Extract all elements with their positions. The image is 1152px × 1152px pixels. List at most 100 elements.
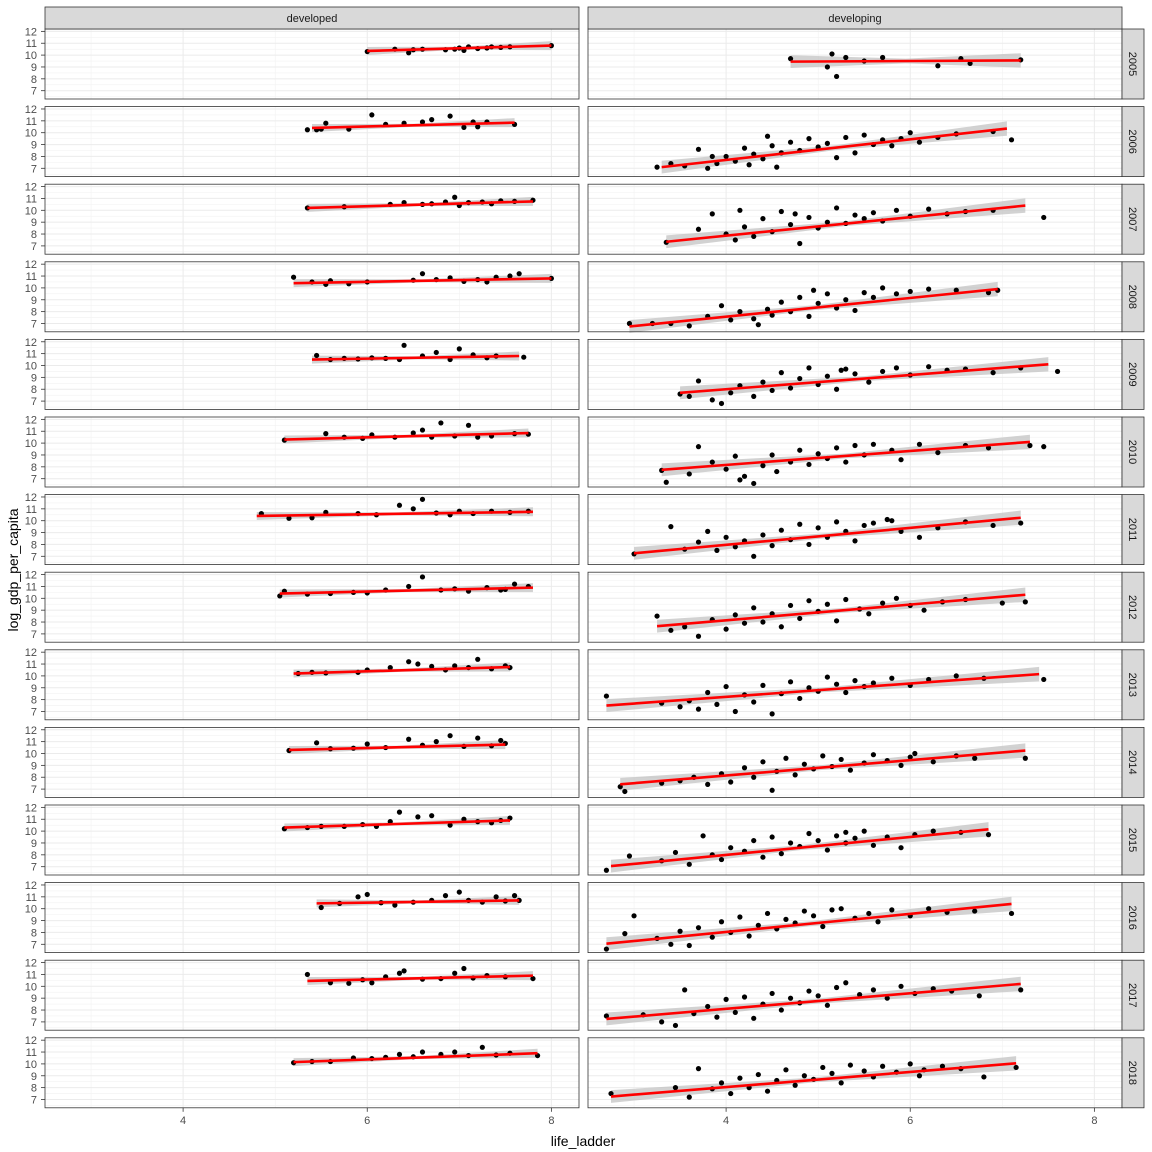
data-point [1008, 910, 1015, 917]
data-point [774, 468, 780, 475]
data-point [870, 210, 877, 216]
panel-developing-2015 [587, 804, 1123, 876]
panel-developed-2007 [44, 183, 580, 255]
data-point [972, 755, 978, 761]
y-tick-label: 8 [31, 772, 37, 784]
panel-background [45, 805, 579, 875]
data-point [815, 300, 821, 306]
y-tick-label: 11 [26, 969, 37, 981]
data-point [686, 942, 692, 949]
data-point [705, 689, 711, 696]
data-point [364, 891, 370, 898]
data-point [737, 207, 743, 213]
panel-developing-2009 [587, 338, 1123, 410]
panel-border [44, 338, 580, 410]
data-point [926, 906, 932, 912]
data-point [419, 496, 426, 502]
data-point [732, 237, 738, 243]
data-point [843, 366, 849, 372]
data-point [783, 755, 789, 761]
fit-line [307, 200, 534, 210]
data-point [516, 271, 522, 277]
data-point [893, 207, 900, 213]
y-tick-label: 10 [25, 593, 37, 605]
data-point [723, 466, 729, 472]
y-tick-label: 9 [31, 1071, 37, 1083]
data-point [787, 995, 794, 1001]
data-point [1022, 755, 1028, 761]
data-point [530, 975, 536, 982]
y-tick-label: 8 [31, 1083, 37, 1095]
data-point [741, 765, 748, 771]
y-tick-label: 10 [25, 516, 37, 528]
data-point [461, 965, 467, 972]
data-point [870, 752, 877, 758]
data-point [852, 835, 858, 841]
data-point [976, 993, 982, 999]
y-tick-label: 9 [31, 605, 37, 617]
data-point [769, 834, 775, 840]
panel-developed-2012 [44, 571, 580, 643]
data-point [603, 946, 610, 952]
data-point [926, 286, 932, 292]
data-point [475, 124, 481, 130]
y-tick-label: 12 [25, 880, 37, 892]
data-point [801, 1073, 807, 1079]
y-tick-label: 7 [31, 551, 37, 563]
y-tick-label: 11 [26, 271, 37, 283]
data-point [829, 1070, 835, 1076]
data-point [447, 733, 453, 739]
x-tick-label: 8 [1091, 1115, 1097, 1127]
data-point [755, 1071, 761, 1078]
data-point [631, 913, 637, 919]
column-strip-label: developing [828, 13, 881, 25]
panel-developing-2016 [587, 882, 1123, 953]
fit-line [293, 277, 552, 285]
data-point [820, 1064, 826, 1071]
row-strip-2009 [1121, 338, 1145, 410]
data-point [898, 762, 904, 768]
data-point [695, 633, 702, 639]
fit-line [661, 440, 1031, 472]
row-strip-label: 2016 [1126, 905, 1138, 929]
y-tick-label: 8 [31, 384, 37, 396]
data-point [705, 165, 711, 171]
data-point [751, 233, 757, 240]
row-strip-label: 2009 [1126, 362, 1138, 386]
y-tick-label: 9 [31, 916, 37, 928]
y-tick-label: 7 [31, 784, 37, 796]
data-point [880, 600, 886, 606]
data-point [852, 442, 858, 449]
row-strip-2018 [1121, 1037, 1145, 1109]
data-point [792, 1082, 798, 1088]
y-tick-label: 8 [31, 695, 37, 707]
data-point [866, 379, 872, 385]
data-point [778, 624, 784, 630]
y-tick-label: 11 [26, 1047, 37, 1059]
data-point [787, 139, 794, 145]
y-tick-label: 9 [31, 372, 37, 384]
data-point [843, 134, 849, 141]
data-point [741, 473, 748, 479]
y-tick-label: 7 [31, 396, 37, 408]
data-point [723, 683, 729, 690]
data-point [695, 146, 702, 152]
y-tick-label: 9 [31, 450, 37, 462]
data-point [824, 674, 830, 680]
data-point [797, 615, 803, 622]
data-point [608, 1090, 614, 1097]
data-point [833, 681, 840, 687]
data-point [824, 1002, 830, 1008]
data-point [732, 1009, 738, 1016]
y-tick-label: 10 [25, 981, 37, 993]
x-tick-label: 4 [180, 1115, 186, 1127]
panel-background [45, 494, 579, 565]
data-point [410, 430, 416, 436]
data-point [760, 759, 766, 765]
y-tick-label: 12 [25, 182, 37, 194]
data-point [783, 916, 789, 922]
data-point [829, 907, 835, 913]
data-point [870, 520, 877, 526]
y-tick-label: 12 [25, 414, 37, 426]
data-point [801, 761, 807, 767]
